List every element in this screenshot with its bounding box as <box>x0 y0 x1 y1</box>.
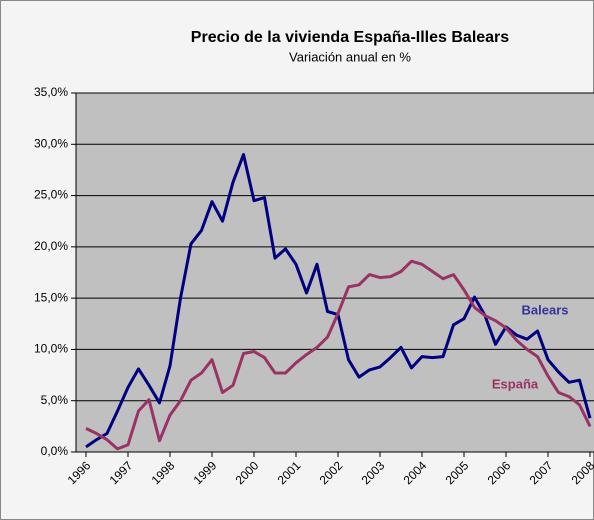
y-tick-label: 5,0% <box>41 393 69 407</box>
plot-area <box>76 93 594 452</box>
series-label: España <box>492 376 539 391</box>
chart-subtitle: Variación anual en % <box>289 49 411 64</box>
chart-title: Precio de la vivienda España-Illes Balea… <box>191 29 509 46</box>
y-tick-label: 25,0% <box>34 188 68 202</box>
y-tick-label: 20,0% <box>34 239 68 253</box>
y-tick-label: 10,0% <box>34 342 68 356</box>
series-label: Balears <box>522 302 569 317</box>
y-tick-label: 30,0% <box>34 136 68 150</box>
y-tick-label: 0,0% <box>41 444 69 458</box>
series-line <box>85 259 592 451</box>
y-tick-label: 15,0% <box>34 290 68 304</box>
y-tick-label: 35,0% <box>34 85 68 99</box>
